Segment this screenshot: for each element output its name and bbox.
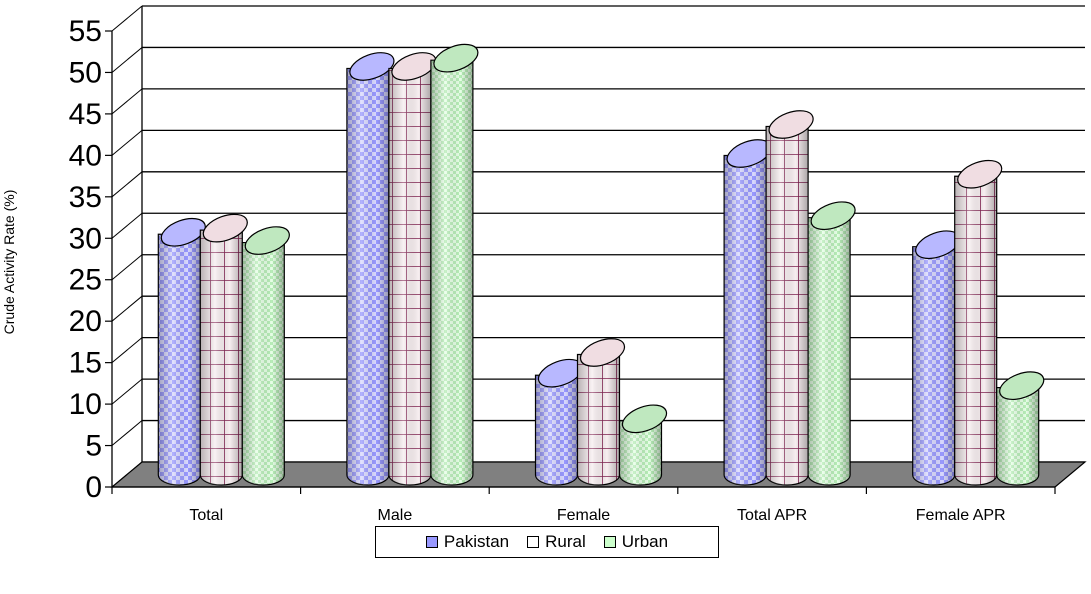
y-tick-label-40: 40 (69, 139, 102, 172)
bar-pakistan-4 (912, 230, 961, 486)
legend-swatch-pakistan (425, 536, 438, 548)
depth-line-5 (111, 420, 143, 446)
depth-line-20 (111, 295, 143, 322)
y-tick-label-50: 50 (69, 56, 102, 89)
legend-label-rural: Rural (545, 532, 586, 551)
y-tick-label-5: 5 (85, 430, 102, 463)
y-tick-label-55: 55 (69, 15, 102, 48)
y-tick-label-0: 0 (85, 471, 102, 504)
bar-rural-2 (576, 338, 626, 486)
depth-line-50 (111, 47, 143, 73)
depth-line-45 (111, 88, 143, 115)
bars (157, 43, 1045, 486)
bar-pakistan-3 (723, 139, 772, 486)
bar-rural-3 (765, 110, 814, 486)
depth-line-35 (111, 171, 143, 198)
legend: Pakistan Rural Urban (375, 526, 719, 558)
bar-pakistan-0 (157, 217, 206, 486)
x-tick-label-2: Female (557, 507, 610, 524)
axis-labels: 0 5 10 15 20 25 30 35 40 45 50 55 Total Male Female Tot… (69, 15, 1006, 524)
bar-urban-3 (807, 201, 856, 486)
legend-swatch-rural (527, 536, 540, 548)
depth-line-25 (111, 254, 143, 281)
bar-urban-2 (618, 404, 668, 486)
bar-urban-0 (241, 226, 290, 486)
bar-urban-1 (430, 43, 479, 486)
depth-line-15 (111, 337, 143, 364)
legend-entry-urban: Urban (603, 532, 669, 552)
y-tick-label-20: 20 (69, 305, 102, 338)
depth-line-10 (111, 378, 143, 405)
bar-urban-4 (996, 371, 1045, 486)
depth-line-40 (111, 129, 143, 156)
x-tick-label-0: Total (189, 507, 223, 524)
bar-pakistan-1 (346, 52, 395, 486)
y-tick-label-30: 30 (69, 222, 102, 255)
bar-pakistan-2 (534, 358, 584, 486)
bar-rural-1 (388, 52, 437, 486)
x-tick-label-4: Female APR (916, 507, 1006, 524)
x-tick-label-3: Total APR (737, 507, 807, 524)
y-tick-label-10: 10 (69, 388, 102, 421)
legend-label-urban: Urban (621, 532, 669, 551)
y-tick-label-25: 25 (69, 264, 102, 297)
legend-entry-rural: Rural (527, 532, 586, 552)
depth-line-30 (111, 212, 143, 239)
x-tick-label-1: Male (378, 507, 413, 524)
y-axis-title: Crude Activity Rate (%) (1, 189, 17, 335)
y-tick-label-35: 35 (69, 181, 102, 214)
legend-entry-pakistan: Pakistan (425, 532, 510, 552)
y-tick-label-15: 15 (69, 347, 102, 380)
legend-swatch-urban (603, 536, 616, 548)
legend-label-pakistan: Pakistan (443, 532, 510, 551)
depth-line-55 (111, 5, 143, 32)
y-tick-label-45: 45 (69, 98, 102, 131)
bar-rural-0 (199, 213, 248, 486)
